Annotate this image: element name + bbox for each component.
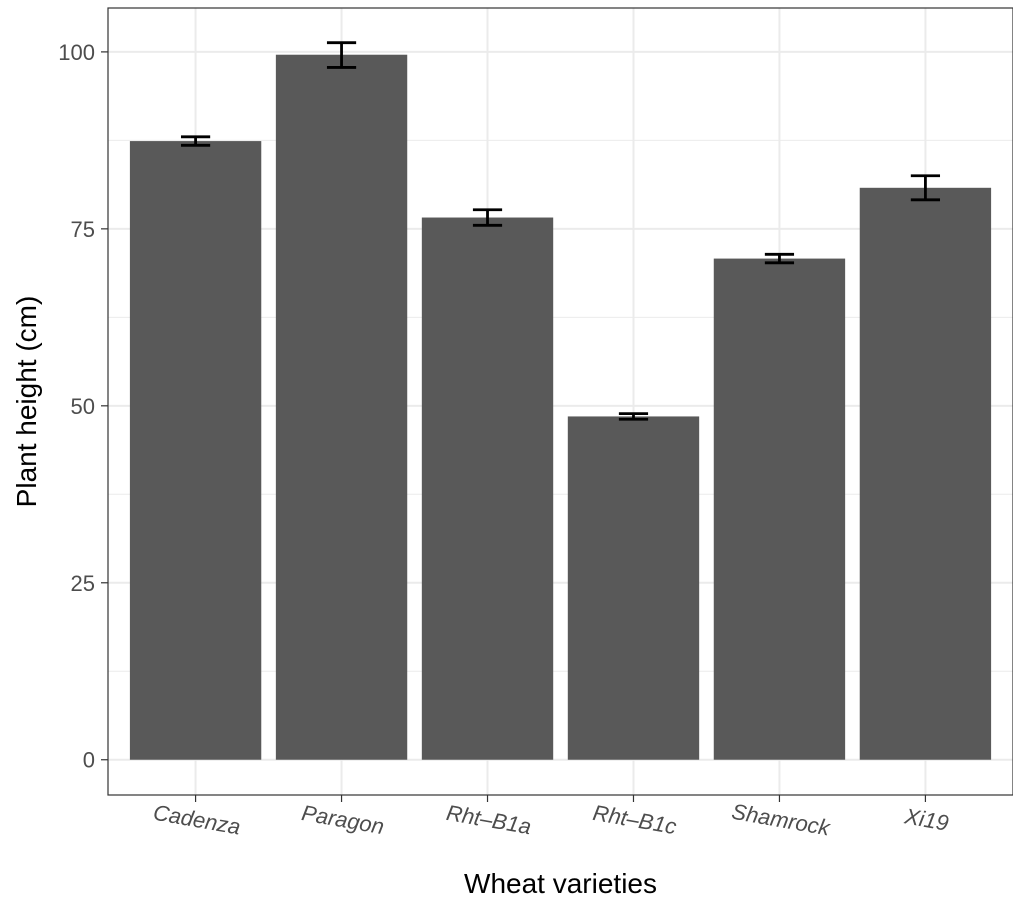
error-bar [472, 208, 503, 227]
error-bar [618, 412, 649, 421]
x-tick-label: Shamrock [730, 799, 833, 841]
error-bar [764, 252, 795, 265]
error-bar [180, 135, 211, 147]
x-tick-label: Xi19 [902, 803, 951, 835]
x-axis-title: Wheat varieties [464, 868, 657, 899]
y-tick-label: 0 [83, 748, 95, 773]
bar [859, 187, 992, 760]
x-tick-label: Paragon [300, 800, 386, 839]
y-axis: 0 25 50 75 100 [58, 40, 108, 773]
panel-border [107, 7, 1013, 796]
y-axis-title: Plant height (cm) [11, 296, 42, 508]
error-bar [910, 174, 941, 202]
x-axis: Cadenza Paragon Rht–B1a Rht–B1c Shamrock Xi19 [151, 795, 951, 841]
y-tick-label: 50 [71, 394, 95, 419]
bars [129, 54, 992, 760]
bar [275, 54, 408, 760]
bar [129, 141, 262, 760]
error-bar [326, 41, 357, 69]
error-bars [180, 41, 941, 421]
x-tick-label: Cadenza [151, 800, 242, 840]
y-tick-label: 25 [71, 571, 95, 596]
x-tick-label: Rht–B1c [591, 800, 678, 839]
x-tick-label: Rht–B1a [444, 800, 533, 839]
bar [421, 217, 554, 760]
y-tick-label: 100 [58, 40, 95, 65]
y-tick-label: 75 [71, 217, 95, 242]
bar [567, 416, 700, 760]
bar [713, 258, 846, 760]
